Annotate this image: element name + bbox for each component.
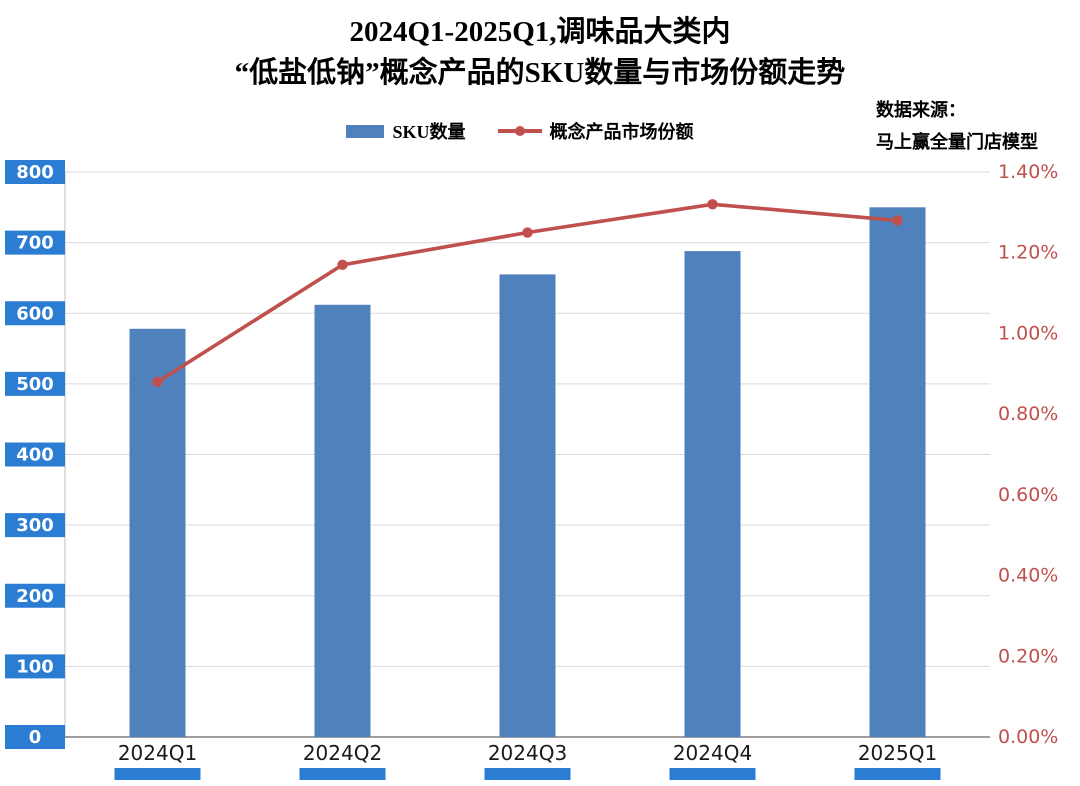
left-tick-bg: [5, 583, 65, 608]
left-tick-label: 200: [16, 586, 54, 607]
right-tick-label: 0.40%: [998, 565, 1058, 587]
left-tick-bg: [5, 160, 65, 184]
left-tick-label: 100: [16, 656, 54, 677]
line-marker-2024Q1: [152, 376, 163, 388]
bar-2024Q2: [314, 304, 371, 737]
left-tick-label: 800: [16, 162, 54, 183]
legend-line-dot-icon: [514, 126, 525, 136]
legend-line-swatch-icon: [497, 126, 542, 136]
left-tick-bg: [5, 230, 65, 255]
legend-bar-swatch-icon: [346, 124, 385, 138]
left-tick-bg: [5, 442, 65, 467]
x-label-2024Q3: 2024Q3: [488, 741, 567, 765]
left-tick-label: 0: [29, 727, 42, 748]
bar-2024Q4: [684, 251, 741, 737]
legend-item-share: 概念产品市场份额: [497, 118, 694, 144]
x-label-strip: [114, 768, 201, 780]
right-tick-label: 1.40%: [998, 161, 1058, 183]
bar-2024Q3: [499, 274, 556, 737]
left-tick-label: 500: [16, 374, 54, 395]
x-label-strip: [669, 768, 756, 780]
left-tick-bg: [5, 301, 65, 326]
bar-2025Q1: [869, 207, 926, 737]
right-tick-label: 0.60%: [998, 484, 1058, 506]
left-tick-bg: [5, 654, 65, 679]
legend-item-sku-label: SKU数量: [392, 122, 466, 142]
line-marker-2024Q4: [707, 199, 718, 210]
legend-item-share-label: 概念产品市场份额: [549, 122, 694, 142]
line-marker-2025Q1: [892, 215, 903, 226]
line-marker-2024Q2: [337, 259, 348, 271]
left-tick-label: 400: [16, 445, 54, 466]
x-label-2024Q4: 2024Q4: [673, 741, 752, 765]
chart-title-line1: 2024Q1-2025Q1,调味品大类内: [349, 16, 731, 48]
left-tick-label: 300: [16, 515, 54, 536]
left-tick-bg: [5, 371, 65, 396]
chart-title-line2: “低盐低钠”概念产品的SKU数量与市场份额走势: [234, 56, 846, 89]
bar-2024Q1: [129, 328, 186, 737]
right-tick-label: 1.00%: [998, 322, 1058, 344]
line-marker-2024Q3: [522, 227, 533, 238]
right-tick-label: 0.00%: [998, 726, 1058, 748]
right-tick-label: 1.20%: [998, 242, 1058, 264]
legend-item-sku: SKU数量: [346, 118, 466, 144]
data-source-line1: 数据来源：: [876, 100, 966, 120]
left-tick-bg: [5, 513, 65, 538]
right-tick-label: 0.80%: [998, 403, 1058, 425]
left-tick-label: 600: [16, 303, 54, 324]
legend: SKU数量 概念产品市场份额: [0, 118, 1060, 144]
x-label-2024Q2: 2024Q2: [303, 741, 382, 765]
x-label-strip: [299, 768, 386, 780]
data-source: 数据来源： 马上赢全量门店模型: [876, 94, 1038, 159]
x-label-strip: [484, 768, 571, 780]
left-tick-bg: [5, 725, 65, 749]
x-label-2024Q1: 2024Q1: [118, 741, 197, 765]
chart-title: 2024Q1-2025Q1,调味品大类内 “低盐低钠”概念产品的SKU数量与市场…: [0, 12, 1080, 93]
x-label-2025Q1: 2025Q1: [858, 741, 937, 765]
right-tick-label: 0.20%: [998, 645, 1058, 667]
x-label-strip: [854, 768, 941, 780]
data-source-line2: 马上赢全量门店模型: [876, 132, 1038, 153]
left-tick-label: 700: [16, 233, 54, 254]
